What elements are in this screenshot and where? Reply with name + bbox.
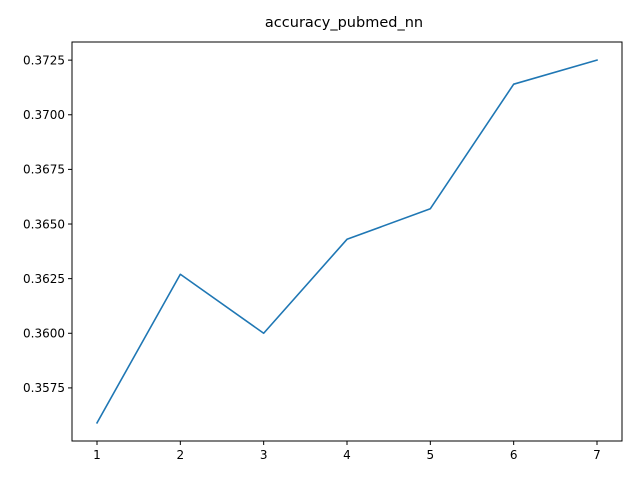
y-tick-label: 0.3575	[23, 381, 65, 395]
y-tick-label: 0.3725	[23, 53, 65, 67]
y-tick-label: 0.3600	[23, 327, 65, 341]
y-tick-label: 0.3700	[23, 108, 65, 122]
x-tick-label: 7	[593, 448, 601, 462]
x-tick-label: 1	[93, 448, 101, 462]
y-tick-label: 0.3625	[23, 272, 65, 286]
y-tick-label: 0.3650	[23, 217, 65, 231]
x-tick-label: 5	[427, 448, 435, 462]
x-tick-label: 4	[343, 448, 351, 462]
y-tick-label: 0.3675	[23, 163, 65, 177]
axes-frame	[71, 41, 623, 442]
x-tick-label: 3	[260, 448, 268, 462]
chart-title: accuracy_pubmed_nn	[265, 15, 423, 31]
x-tick-label: 6	[510, 448, 518, 462]
series-line-0	[95, 59, 598, 424]
plot-area: 1 2 3 4 5 6 7 0.3575 0.3600 0.3625 0.3650 0.3675 0.3…	[23, 41, 623, 462]
x-tick-label: 2	[177, 448, 185, 462]
